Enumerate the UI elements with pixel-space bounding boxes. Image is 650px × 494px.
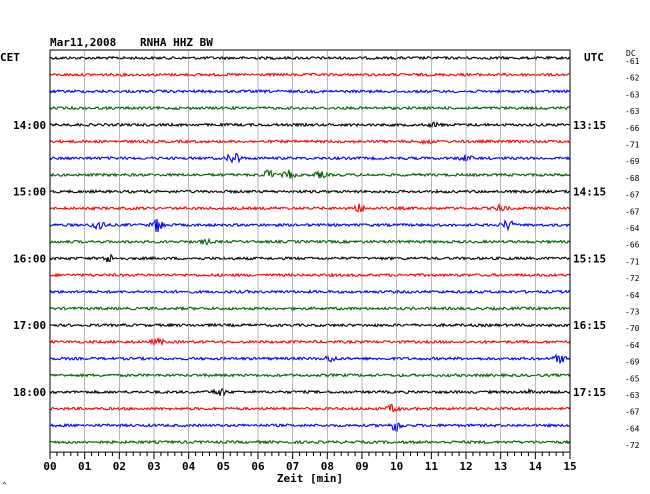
x-axis-label: Zeit [min]: [277, 472, 343, 485]
x-tick-label: 11: [425, 460, 439, 473]
dc-offset-value: -69: [625, 358, 640, 367]
trace-line: [49, 289, 571, 295]
dc-offset-value: -64: [625, 291, 640, 300]
dc-offset-value: -62: [625, 74, 640, 83]
x-tick-label: 14: [529, 460, 543, 473]
x-tick-label: 00: [43, 460, 56, 473]
left-hour-label: 18:00: [13, 386, 46, 399]
dc-offset-value: -64: [625, 341, 640, 350]
corner-mark: ^: [2, 481, 7, 490]
x-tick-label: 08: [321, 460, 334, 473]
dc-offset-value: -64: [625, 224, 640, 233]
right-hour-label: 15:15: [573, 252, 606, 265]
plot-frame: [49, 49, 571, 453]
dc-offset-labels: -61 -62 -63 -63 -66 -71 -69 -68 -67 -67 -64 -66 -71 -…: [625, 57, 640, 450]
trace-line: [49, 403, 571, 413]
right-hour-label: 17:15: [573, 386, 606, 399]
dc-offset-value: -67: [625, 191, 640, 200]
dc-offset-value: -70: [625, 324, 640, 333]
left-hour-labels: 14:00 15:00 16:00 17:00 18:00: [13, 119, 46, 399]
dc-offset-value: -67: [625, 207, 640, 216]
trace-line: [49, 153, 571, 164]
trace-line: [49, 237, 571, 246]
header-date: Mar11,2008: [50, 36, 116, 49]
left-hour-label: 14:00: [13, 119, 46, 132]
dc-offset-value: -63: [625, 90, 640, 99]
trace-line: [49, 169, 571, 180]
header-station: RNHA HHZ BW: [140, 36, 213, 49]
trace-line: [49, 387, 571, 397]
left-hour-label: 16:00: [13, 252, 46, 265]
x-tick-label: 07: [286, 460, 299, 473]
left-hour-label: 15:00: [13, 186, 46, 199]
trace-line: [49, 188, 571, 195]
left-timezone-label: CET: [0, 51, 20, 64]
dc-offset-value: -72: [625, 441, 640, 450]
seismogram-traces: [49, 55, 571, 445]
dc-offset-value: -72: [625, 274, 640, 283]
trace-line: [49, 272, 571, 278]
dc-offset-value: -68: [625, 174, 640, 183]
x-tick-label: 12: [459, 460, 472, 473]
left-hour-label: 17:00: [13, 319, 46, 332]
trace-line: [49, 422, 571, 432]
trace-line: [49, 336, 571, 347]
trace-line: [49, 253, 571, 263]
right-hour-label: 14:15: [573, 186, 606, 199]
trace-line: [49, 305, 571, 312]
dc-offset-value: -73: [625, 308, 640, 317]
x-tick-label: 04: [182, 460, 196, 473]
trace-line: [49, 121, 571, 129]
trace-line: [49, 202, 571, 213]
trace-line: [49, 71, 571, 78]
trace-line: [49, 439, 571, 445]
plot-border: [49, 49, 571, 453]
x-tick-label: 03: [147, 460, 160, 473]
dc-offset-value: -61: [625, 57, 640, 66]
x-tick-label: 13: [494, 460, 507, 473]
x-tick-label: 01: [78, 460, 92, 473]
trace-line: [49, 372, 571, 379]
dc-offset-value: -63: [625, 391, 640, 400]
x-tick-label: 10: [390, 460, 403, 473]
x-tick-label: 15: [563, 460, 576, 473]
right-hour-labels: 13:15 14:15 15:15 16:15 17:15: [573, 119, 606, 399]
x-tick-label: 05: [217, 460, 230, 473]
trace-line: [49, 322, 571, 328]
right-hour-label: 16:15: [573, 319, 606, 332]
trace-line: [50, 218, 570, 233]
trace-line: [49, 105, 571, 111]
dc-offset-value: -67: [625, 408, 640, 417]
dc-offset-value: -64: [625, 424, 640, 433]
x-axis-ticks: 00 01 02 03 04 05 06 07 08 09 10 11 12 13 14 15: [43, 452, 577, 473]
dc-label: DC: [626, 49, 636, 58]
dc-offset-value: -66: [625, 241, 640, 250]
dc-offset-value: -63: [625, 107, 640, 116]
trace-line: [49, 138, 571, 146]
trace-line: [49, 88, 571, 95]
dc-offset-value: -66: [625, 124, 640, 133]
trace-line: [49, 353, 571, 365]
right-timezone-label: UTC: [584, 51, 604, 64]
x-tick-label: 09: [355, 460, 368, 473]
right-hour-label: 13:15: [573, 119, 606, 132]
dc-offset-value: -65: [625, 374, 640, 383]
dc-offset-value: -71: [625, 141, 640, 150]
trace-line: [49, 55, 571, 61]
x-tick-label: 02: [113, 460, 126, 473]
dc-offset-value: -71: [625, 257, 640, 266]
x-tick-label: 06: [251, 460, 265, 473]
dc-offset-value: -69: [625, 157, 640, 166]
